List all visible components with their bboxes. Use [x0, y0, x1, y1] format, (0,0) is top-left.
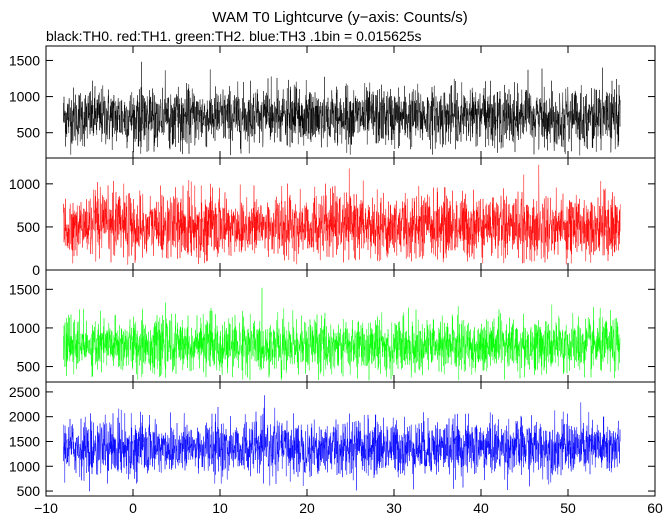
x-tick-label-4: 30	[386, 500, 402, 515]
y-tick-label-th3-1: 1000	[9, 458, 40, 474]
y-tick-label-th1-2: 1000	[9, 176, 40, 192]
y-tick-label-th1-1: 500	[17, 219, 41, 235]
panels-layer: 500 1000 1500 0 500 1000 500 1000 1500 500 1000 150…	[9, 45, 656, 499]
y-tick-label-th3-0: 500	[17, 483, 41, 499]
panel-th3: 500 1000 1500 2000 2500	[9, 381, 656, 499]
x-tick-label-6: 50	[560, 500, 576, 515]
y-tick-label-th0-2: 1500	[9, 52, 40, 68]
x-tick-label-2: 10	[212, 500, 228, 515]
panel-th2: 500 1000 1500	[9, 269, 656, 383]
y-tick-label-th2-1: 1000	[9, 320, 40, 336]
x-axis: −10 0 10 20 30 40 50 60	[34, 500, 663, 515]
series-line-th0	[63, 61, 621, 156]
x-tick-label-0: −10	[34, 500, 58, 515]
series-line-th1	[63, 164, 621, 265]
y-tick-label-th3-4: 2500	[9, 384, 40, 400]
x-tick-label-3: 20	[299, 500, 315, 515]
y-tick-label-th0-0: 500	[17, 125, 41, 141]
x-tick-label-5: 40	[473, 500, 489, 515]
y-tick-label-th3-2: 1500	[9, 433, 40, 449]
y-tick-label-th3-3: 2000	[9, 409, 40, 425]
y-tick-label-th1-0: 0	[32, 262, 40, 278]
y-tick-label-th2-2: 1500	[9, 281, 40, 297]
chart-subtitle: black:TH0. red:TH1. green:TH2. blue:TH3 …	[46, 28, 421, 44]
series-line-th2	[63, 287, 621, 381]
y-tick-label-th0-1: 1000	[9, 89, 40, 105]
panel-th1: 0 500 1000	[9, 157, 656, 278]
chart-title: WAM T0 Lightcurve (y−axis: Counts/s)	[212, 9, 468, 26]
x-tick-label-1: 0	[129, 500, 137, 515]
panel-frame-th3	[45, 381, 656, 497]
series-line-th3	[63, 395, 621, 492]
panel-th0: 500 1000 1500	[9, 45, 656, 159]
y-tick-label-th2-0: 500	[17, 359, 41, 375]
x-tick-label-7: 60	[647, 500, 663, 515]
